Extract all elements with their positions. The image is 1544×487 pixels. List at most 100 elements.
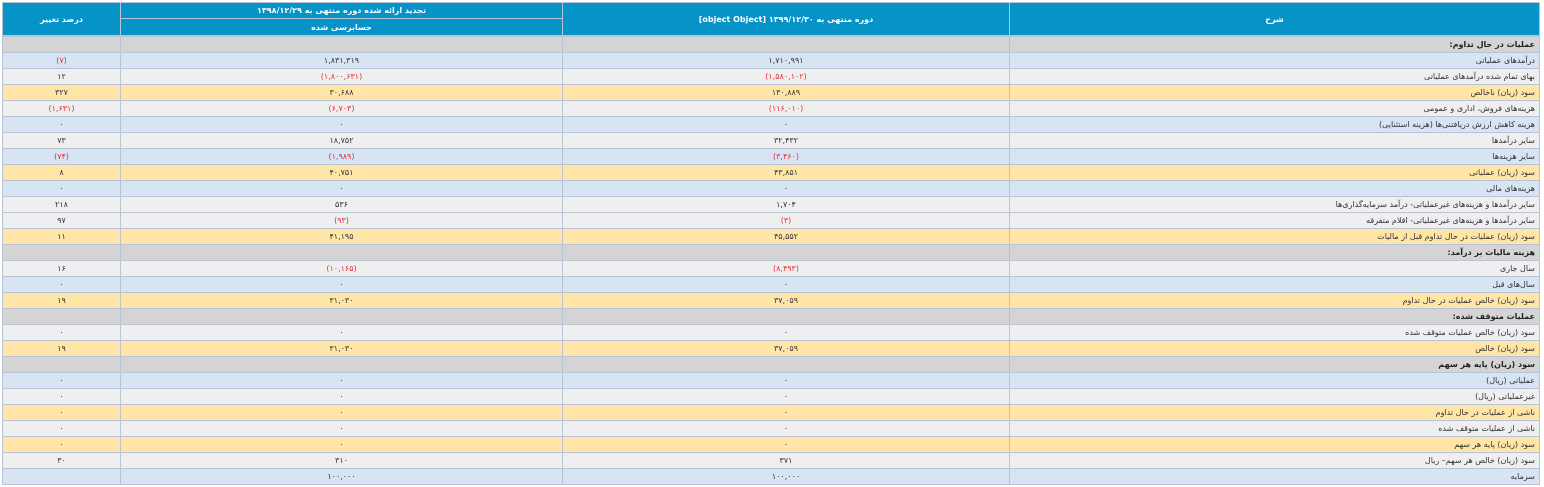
current-period-value: ۰ (562, 276, 1010, 293)
previous-period-value: ۱۸,۷۵۲ (120, 132, 563, 149)
table-row: غیرعملیاتی (ریال) ۰ ۰ ۰ (2, 388, 1540, 405)
current-period-value: ۱۰۰,۰۰۰ (562, 468, 1010, 485)
change-percent-value: ۰ (2, 324, 121, 341)
current-period-value: (۳) (562, 212, 1010, 229)
previous-period-value: ۰ (120, 180, 563, 197)
change-percent-value (2, 308, 121, 325)
current-period-value: ۱,۷۱۰,۹۹۱ (562, 52, 1010, 69)
current-period-value: ۱۳۰,۸۸۹ (562, 84, 1010, 101)
change-percent-value: ۰ (2, 180, 121, 197)
row-description: سود (زیان) پایه هر سهم (1009, 356, 1540, 373)
section-row: عملیات متوقف شده: (2, 308, 1540, 325)
section-row: هزینه مالیات بر درآمد: (2, 244, 1540, 261)
table-row: هزینه‌های مالی ۰ ۰ ۰ (2, 180, 1540, 197)
table-row: سایر هزینه‌ها (۳,۴۶۰) (۱,۹۸۹) (۷۴) (2, 148, 1540, 165)
row-description: سال جاری (1009, 260, 1540, 277)
header-change-percent: درصد تغییر (2, 2, 121, 36)
table-row: سود (زیان) خالص هر سهم– ریال ۳۷۱ ۳۱۰ ۳۰ (2, 452, 1540, 469)
row-description: سود (زیان) خالص عملیات در حال تداوم (1009, 292, 1540, 309)
row-description: هزینه‌های فروش، اداری و عمومی (1009, 100, 1540, 117)
table-row: سود (زیان) عملیات در حال تداوم قبل از ما… (2, 228, 1540, 245)
table-header-row: شرح دوره منتهی به ۱۳۹۹/۱۲/۳۰ [object Obj… (2, 2, 1540, 36)
row-description: سایر هزینه‌ها (1009, 148, 1540, 165)
current-period-value: ۰ (562, 372, 1010, 389)
table-row: سرمایه ۱۰۰,۰۰۰ ۱۰۰,۰۰۰ (2, 468, 1540, 485)
row-description: سود (زیان) عملیات در حال تداوم قبل از ما… (1009, 228, 1540, 245)
table-row: سود (زیان) خالص عملیات در حال تداوم ۳۷,۰۵… (2, 292, 1540, 309)
change-percent-value (2, 356, 121, 373)
previous-period-value: ۰ (120, 324, 563, 341)
row-description: عملیات در حال تداوم: (1009, 36, 1540, 53)
previous-period-value: ۰ (120, 388, 563, 405)
previous-period-value: ۰ (120, 372, 563, 389)
row-description: عملیاتی (ریال) (1009, 372, 1540, 389)
previous-period-value: ۴۱,۱۹۵ (120, 228, 563, 245)
previous-period-value (120, 36, 563, 53)
change-percent-value: ۹۷ (2, 212, 121, 229)
previous-period-value: (۱۰,۱۶۵) (120, 260, 563, 277)
current-period-value (562, 244, 1010, 261)
change-percent-value: ۰ (2, 404, 121, 421)
current-period-value (562, 36, 1010, 53)
current-period-value: (۳,۴۶۰) (562, 148, 1010, 165)
current-period-value: ۰ (562, 436, 1010, 453)
section-row: سود (زیان) پایه هر سهم (2, 356, 1540, 373)
change-percent-value (2, 244, 121, 261)
previous-period-value (120, 356, 563, 373)
current-period-value: (۱۱۶,۰۱۰) (562, 100, 1010, 117)
current-period-value: ۳۷,۰۵۹ (562, 292, 1010, 309)
current-period-value (562, 356, 1010, 373)
row-description: درآمدهای عملیاتی (1009, 52, 1540, 69)
row-description: ناشی از عملیات متوقف شده (1009, 420, 1540, 437)
change-percent-value: ۰ (2, 116, 121, 133)
header-current-period: دوره منتهی به ۱۳۹۹/۱۲/۳۰ [object Object] (562, 2, 1010, 36)
previous-period-value: (۱,۹۸۹) (120, 148, 563, 165)
row-description: سرمایه (1009, 468, 1540, 485)
table-subheader-row: حسابرسی شده (3, 18, 1540, 36)
table-row: سود (زیان) خالص ۳۷,۰۵۹ ۳۱,۰۳۰ ۱۹ (2, 340, 1540, 357)
current-period-value: ۰ (562, 324, 1010, 341)
row-description: سایر درآمدها و هزینه‌های غیرعملیاتی- اقل… (1009, 212, 1540, 229)
table-row: سود (زیان) عملیاتی ۴۳,۸۵۱ ۴۰,۷۵۱ ۸ (2, 164, 1540, 181)
current-period-value: ۳۷۱ (562, 452, 1010, 469)
previous-period-value: ۰ (120, 276, 563, 293)
table-row: بهای تمام شده درآمدهای عملیاتی (۱,۵۸۰,۱۰۲… (2, 68, 1540, 85)
table-row: عملیاتی (ریال) ۰ ۰ ۰ (2, 372, 1540, 389)
current-period-value: ۰ (562, 180, 1010, 197)
change-percent-value: (۷) (2, 52, 121, 69)
row-description: سال‌های قبل (1009, 276, 1540, 293)
change-percent-value: ۸ (2, 164, 121, 181)
change-percent-value: ۰ (2, 436, 121, 453)
change-percent-value: (۷۴) (2, 148, 121, 165)
row-description: هزینه مالیات بر درآمد: (1009, 244, 1540, 261)
row-description: سایر درآمدها (1009, 132, 1540, 149)
row-description: سود (زیان) پایه هر سهم (1009, 436, 1540, 453)
current-period-value (562, 308, 1010, 325)
change-percent-value (2, 468, 121, 485)
current-period-value: ۳۷,۰۵۹ (562, 340, 1010, 357)
change-percent-value (2, 36, 121, 53)
section-row: عملیات در حال تداوم: (2, 36, 1540, 53)
current-period-value: ۰ (562, 388, 1010, 405)
row-description: ناشی از عملیات در حال تداوم (1009, 404, 1540, 421)
current-period-value: ۰ (562, 404, 1010, 421)
row-description: سود (زیان) خالص (1009, 340, 1540, 357)
header-previous-period: تجدید ارائه شده دوره منتهی به ۱۳۹۸/۱۲/۲۹ (120, 2, 563, 19)
row-description: بهای تمام شده درآمدهای عملیاتی (1009, 68, 1540, 85)
row-description: سود (زیان) خالص عملیات متوقف شده (1009, 324, 1540, 341)
current-period-value: (۸,۴۹۳) (562, 260, 1010, 277)
table-row: سایر درآمدها ۳۲,۴۳۲ ۱۸,۷۵۲ ۷۳ (2, 132, 1540, 149)
previous-period-value (120, 308, 563, 325)
previous-period-value: ۵۳۶ (120, 196, 563, 213)
previous-period-value: ۳۱۰ (120, 452, 563, 469)
current-period-value: ۴۵,۵۵۲ (562, 228, 1010, 245)
change-percent-value: ۰ (2, 388, 121, 405)
row-description: سود (زیان) خالص هر سهم– ریال (1009, 452, 1540, 469)
change-percent-value: (۱,۶۳۱) (2, 100, 121, 117)
table-body: عملیات در حال تداوم: درآمدهای عملیاتی ۱,۷۱… (2, 36, 1540, 485)
table-row: سایر درآمدها و هزینه‌های غیرعملیاتی- اقل… (2, 212, 1540, 229)
previous-period-value: ۳۰,۶۸۸ (120, 84, 563, 101)
change-percent-value: ۱۹ (2, 292, 121, 309)
table-row: هزینه‌های فروش، اداری و عمومی (۱۱۶,۰۱۰) (۶… (2, 100, 1540, 117)
